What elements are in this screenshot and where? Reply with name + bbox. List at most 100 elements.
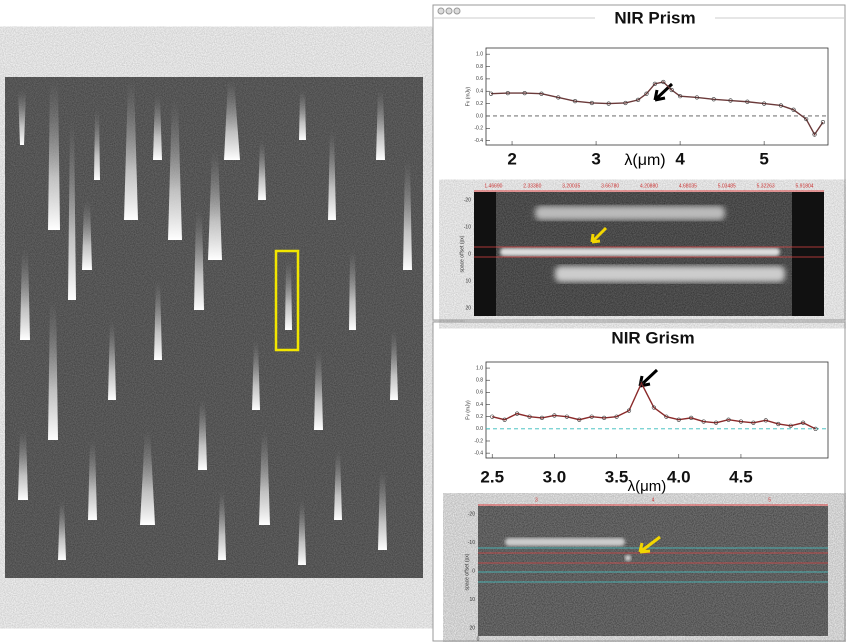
spectrum-point: [572, 99, 578, 104]
spectrum-point: [522, 91, 527, 96]
streak: [154, 280, 162, 360]
streaks: [18, 80, 412, 565]
x-tick-label: 5: [759, 149, 768, 168]
spectrum-point: [623, 100, 628, 106]
x-tick-label: 3: [591, 149, 600, 168]
y-tick-label: 0.2: [476, 414, 483, 420]
top-axis-label: 3: [535, 497, 538, 503]
streak: [285, 260, 292, 330]
spectrum-point: [820, 120, 826, 125]
streak: [349, 250, 356, 330]
plot-frame: [485, 47, 829, 146]
y-tick-label: 0.0: [476, 113, 483, 119]
spectrum-point: [514, 411, 520, 416]
top-axis-label: 4.68035: [679, 183, 697, 189]
top-axis-label: 1.46690: [484, 183, 502, 189]
side-axis-label: 0: [468, 251, 471, 257]
x-tick-label: 2: [507, 149, 516, 168]
spectrum-point: [652, 81, 657, 86]
y-tick-label: 0.6: [476, 390, 483, 396]
streak: [258, 140, 266, 200]
streak: [403, 160, 412, 270]
y-axis-label: Fν (mJy): [465, 86, 471, 106]
streak: [153, 95, 162, 160]
window-button: [437, 7, 445, 15]
side-axis-label: 10: [469, 597, 475, 603]
y-tick-label: -0.4: [474, 138, 483, 144]
window-title: NIR Grism: [611, 328, 694, 347]
spectrum-point: [539, 91, 544, 96]
streak: [124, 80, 138, 220]
spectrum-point: [669, 87, 674, 93]
spectrum-point: [505, 91, 510, 96]
spectrum-point: [791, 107, 796, 112]
spectrum-point: [661, 79, 666, 85]
top-axis-label: 5.03485: [718, 183, 736, 189]
spectrum-point: [651, 405, 656, 410]
spectrum-point: [577, 417, 582, 422]
spectrum-point: [678, 94, 683, 99]
spectrum-point: [778, 103, 784, 108]
arrow: [638, 535, 661, 554]
plot-frame: [485, 361, 829, 459]
streak: [198, 400, 207, 470]
streak: [376, 90, 385, 160]
top-axis-label: 3.66780: [601, 183, 619, 189]
y-tick-label: 1.0: [476, 52, 483, 58]
y-tick-label: 0.8: [476, 64, 483, 70]
streak: [48, 300, 58, 440]
y-tick-label: 1.0: [476, 365, 483, 371]
streak: [299, 90, 306, 140]
emission-spot: [625, 555, 631, 561]
streak: [314, 350, 323, 430]
streak: [82, 200, 92, 270]
y-axis-label: space offset (px): [464, 553, 470, 590]
y-tick-label: -0.2: [474, 126, 483, 132]
streak: [378, 470, 387, 550]
streak: [259, 430, 270, 525]
y-axis-label: Fν (mJy): [465, 400, 471, 420]
x-tick-label: 3.0: [543, 467, 567, 486]
side-axis-label: -20: [468, 511, 475, 517]
spectrum-point: [751, 420, 756, 425]
spectrum-point: [738, 419, 744, 424]
spectrum-point: [614, 414, 619, 419]
streak: [218, 490, 226, 560]
spectrum-point: [788, 423, 793, 428]
streak: [390, 330, 398, 400]
trace: [505, 538, 625, 546]
spectrum-point: [694, 95, 700, 100]
spectrum-point: [502, 417, 507, 422]
spectrum-point: [556, 95, 561, 100]
title-backing: [595, 8, 715, 30]
spectrum-point: [488, 91, 494, 96]
arrow: [590, 226, 608, 244]
top-axis-label: 4: [652, 497, 655, 503]
spectrum-point: [602, 415, 607, 420]
trace: [500, 248, 780, 256]
streak: [94, 110, 100, 180]
streak: [328, 130, 336, 220]
y-tick-label: 0.2: [476, 101, 483, 107]
spectrum-point: [711, 97, 716, 102]
x-axis-label: λ(μm): [628, 478, 667, 495]
streak: [224, 80, 240, 160]
streak: [194, 210, 204, 310]
spectrum-point: [626, 408, 632, 413]
streak: [18, 90, 26, 145]
x-tick-label: 4.5: [729, 467, 753, 486]
trace: [535, 206, 725, 220]
y-tick-label: 0.8: [476, 378, 483, 384]
edge: [792, 192, 824, 316]
spectrum-point: [644, 91, 649, 96]
spectrum-line: [491, 81, 824, 136]
spectrum-point: [776, 421, 781, 427]
spectrum-point: [726, 417, 731, 422]
streak: [140, 430, 155, 525]
spectrum-point: [728, 98, 733, 103]
streak: [68, 120, 76, 300]
spectrum-point: [539, 415, 545, 420]
side-axis-label: -10: [464, 224, 471, 230]
side-axis-label: 0: [472, 568, 475, 574]
